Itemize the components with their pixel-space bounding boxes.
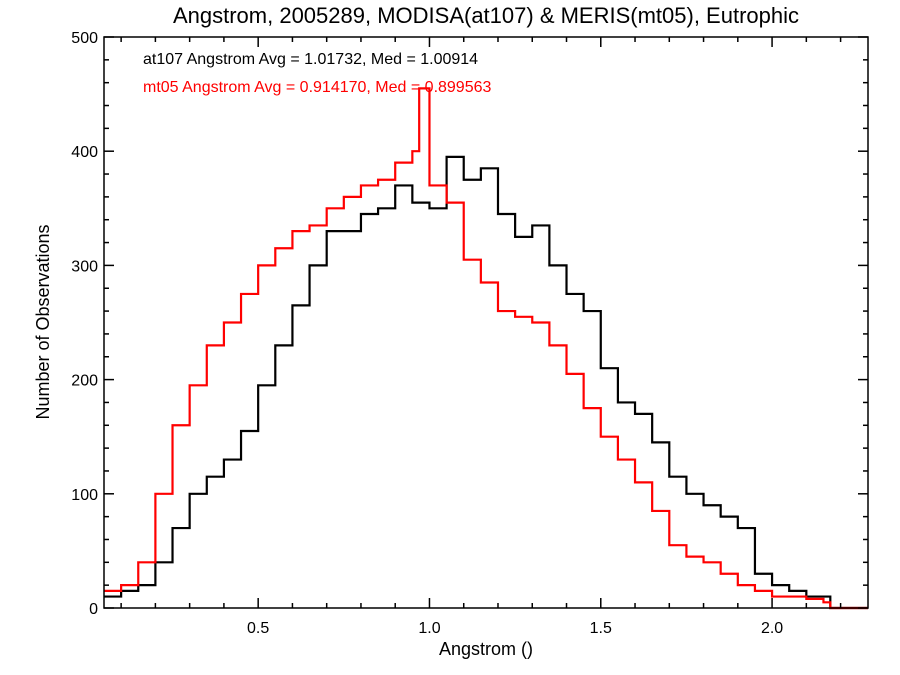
y-tick-label: 300 [71, 258, 98, 275]
y-axis-label: Number of Observations [33, 224, 53, 419]
series-line-mt05 [104, 87, 868, 610]
x-tick-label: 2.0 [761, 620, 783, 637]
chart-title: Angstrom, 2005289, MODISA(at107) & MERIS… [173, 3, 799, 28]
y-tick-label: 500 [71, 30, 98, 47]
y-tick-label: 400 [71, 144, 98, 161]
x-tick-label: 1.5 [590, 620, 612, 637]
plot-frame [103, 36, 869, 609]
axis-ticks-group: 0.5 1.0 1.5 2.0 0 100 200 300 400 500 [71, 30, 868, 637]
y-tick-label: 100 [71, 487, 98, 504]
annotation-at107-stats: at107 Angstrom Avg = 1.01732, Med = 1.00… [143, 51, 478, 68]
x-tick-label: 0.5 [247, 620, 269, 637]
x-axis-label: Angstrom () [439, 639, 533, 659]
y-tick-label: 200 [71, 373, 98, 390]
series-line-at107 [104, 155, 868, 610]
y-tick-label: 0 [89, 601, 98, 618]
plot-series-group [104, 87, 868, 610]
x-tick-label: 1.0 [418, 620, 440, 637]
annotation-mt05-stats: mt05 Angstrom Avg = 0.914170, Med = 0.89… [143, 79, 492, 96]
